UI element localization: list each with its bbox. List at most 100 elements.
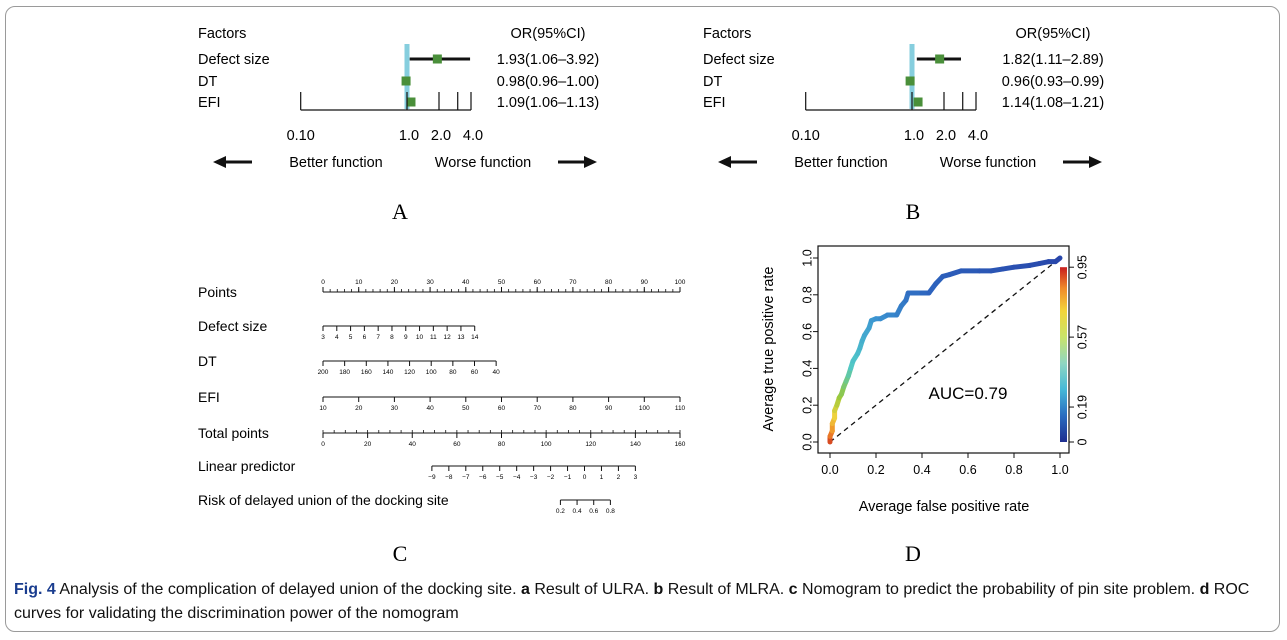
roc-curve-segment xyxy=(1052,255,1063,265)
nomogram-tick-label: 70 xyxy=(534,405,542,412)
nomogram-tick-label: −2 xyxy=(547,474,555,481)
caption-part-c-text: Nomogram to predict the probability of p… xyxy=(802,581,1196,598)
nomogram-tick-label: 90 xyxy=(641,279,649,286)
b-factor-label: DT xyxy=(703,74,722,90)
b-factor-label: Defect size xyxy=(703,52,775,68)
caption-part-d-label: d xyxy=(1199,581,1210,598)
a-or-value: 0.98(0.96–1.00) xyxy=(497,74,599,90)
nomogram-tick-label: 4 xyxy=(335,334,339,341)
a-or-value: 1.09(1.06–1.13) xyxy=(497,95,599,111)
nomogram-tick-label: 12 xyxy=(444,334,452,341)
nomogram-scale-name: Points xyxy=(198,284,237,300)
nomogram-tick-label: 0.8 xyxy=(606,508,615,515)
b-left-arrow xyxy=(718,156,757,168)
b-or-header: OR(95%CI) xyxy=(1016,26,1091,42)
b-x-tick-label: 0.10 xyxy=(792,128,820,144)
nomogram-tick-label: 110 xyxy=(675,405,686,412)
a-factor-label: DT xyxy=(198,74,217,90)
roc-y-tick-label: 0.6 xyxy=(800,323,814,340)
nomogram-tick-label: 0 xyxy=(321,279,325,286)
a-x-tick-label: 1.0 xyxy=(399,128,419,144)
roc-x-axis-label: Average false positive rate xyxy=(859,499,1030,515)
roc-colorbar-tick-label: 0 xyxy=(1075,438,1089,445)
b-x-tick-label: 1.0 xyxy=(904,128,924,144)
nomogram-tick-label: 60 xyxy=(471,369,479,376)
nomogram-tick-label: 40 xyxy=(462,279,470,286)
b-or-value: 1.82(1.11–2.89) xyxy=(1002,52,1103,68)
roc-y-axis-label: Average true positive rate xyxy=(761,267,777,432)
nomogram-tick-label: 20 xyxy=(391,279,399,286)
a-x-tick-label: 0.10 xyxy=(287,128,315,144)
b-factors-header: Factors xyxy=(703,26,751,42)
roc-colorbar-tick-label: 0.19 xyxy=(1075,395,1089,419)
figure-frame xyxy=(5,6,1280,632)
a-or-header: OR(95%CI) xyxy=(511,26,586,42)
nomogram-tick-label: 140 xyxy=(382,369,393,376)
nomogram-tick-label: 9 xyxy=(404,334,408,341)
a-x-tick-label: 4.0 xyxy=(463,128,483,144)
panel-label-b: B xyxy=(906,199,921,224)
roc-x-tick-label: 1.0 xyxy=(1051,463,1068,477)
nomogram-tick-label: 0.2 xyxy=(556,508,565,515)
roc-y-tick-label: 0.8 xyxy=(800,286,814,303)
a-factor-label: Defect size xyxy=(198,52,270,68)
nomogram-tick-label: 160 xyxy=(361,369,372,376)
nomogram-tick-label: 120 xyxy=(585,441,596,448)
nomogram-tick-label: 30 xyxy=(426,279,434,286)
a-or-marker xyxy=(406,97,416,107)
nomogram-tick-label: 100 xyxy=(639,405,650,412)
panel-d-roc-curve: 0.0 0.2 0.4 0.6 0.8 1.0 0.0 0.2 0.4 0.6 0.8 1.0 Aver… xyxy=(761,245,1089,515)
nomogram-tick-label: 60 xyxy=(534,279,542,286)
roc-y-tick-label: 0.0 xyxy=(800,433,814,450)
nomogram-tick-label: −6 xyxy=(479,474,487,481)
nomogram-tick-label: −5 xyxy=(496,474,504,481)
nomogram-scale-name: Defect size xyxy=(198,318,267,334)
nomogram-tick-label: −9 xyxy=(428,474,436,481)
panel-label-d: D xyxy=(905,541,921,566)
nomogram-tick-label: −4 xyxy=(513,474,521,481)
nomogram-scale-name: Risk of delayed union of the docking sit… xyxy=(198,492,449,508)
roc-x-tick-label: 0.6 xyxy=(959,463,976,477)
nomogram-tick-label: 8 xyxy=(390,334,394,341)
nomogram-scale-name: DT xyxy=(198,353,217,369)
caption-part-d-text: ROC curves for validating the discrimina… xyxy=(14,581,1250,622)
nomogram-tick-label: 120 xyxy=(404,369,415,376)
nomogram-tick-label: 7 xyxy=(376,334,380,341)
nomogram-tick-label: 160 xyxy=(675,441,686,448)
a-or-marker xyxy=(401,76,411,86)
nomogram-tick-label: 140 xyxy=(630,441,641,448)
b-left-label: Better function xyxy=(794,155,888,171)
nomogram-tick-label: 50 xyxy=(462,405,470,412)
b-or-marker xyxy=(905,76,915,86)
roc-colorbar-tick-label: 0.95 xyxy=(1075,255,1089,279)
nomogram-tick-label: 3 xyxy=(634,474,638,481)
nomogram-tick-label: 80 xyxy=(449,369,457,376)
a-or-value: 1.93(1.06–3.92) xyxy=(497,52,599,68)
nomogram-tick-label: 100 xyxy=(426,369,437,376)
nomogram-tick-label: 40 xyxy=(493,369,501,376)
nomogram-tick-label: 3 xyxy=(321,334,325,341)
nomogram-tick-label: 10 xyxy=(319,405,327,412)
a-left-arrow xyxy=(213,156,252,168)
a-or-marker xyxy=(432,54,442,64)
b-or-marker xyxy=(913,97,923,107)
nomogram-tick-label: 10 xyxy=(355,279,363,286)
roc-x-tick-label: 0.4 xyxy=(913,463,930,477)
roc-auc-annotation: AUC=0.79 xyxy=(929,384,1008,403)
nomogram-tick-label: 180 xyxy=(339,369,350,376)
nomogram-tick-label: 80 xyxy=(605,279,613,286)
caption-part-c-label: c xyxy=(788,581,798,598)
panel-b-forest-plot: Factors OR(95%CI) Defect size 1.82(1.11–2.8… xyxy=(703,26,1104,171)
nomogram-tick-label: 0 xyxy=(583,474,587,481)
nomogram-tick-label: 40 xyxy=(409,441,417,448)
b-or-marker xyxy=(935,54,945,64)
caption-part-a-text: Result of ULRA. xyxy=(534,581,650,598)
caption-part-b-text: Result of MLRA. xyxy=(667,581,785,598)
nomogram-tick-label: 80 xyxy=(498,441,506,448)
b-right-arrow xyxy=(1063,156,1102,168)
nomogram-tick-label: −8 xyxy=(445,474,453,481)
nomogram-tick-label: 0.6 xyxy=(589,508,598,515)
roc-x-tick-label: 0.8 xyxy=(1005,463,1022,477)
nomogram-tick-label: 10 xyxy=(416,334,424,341)
